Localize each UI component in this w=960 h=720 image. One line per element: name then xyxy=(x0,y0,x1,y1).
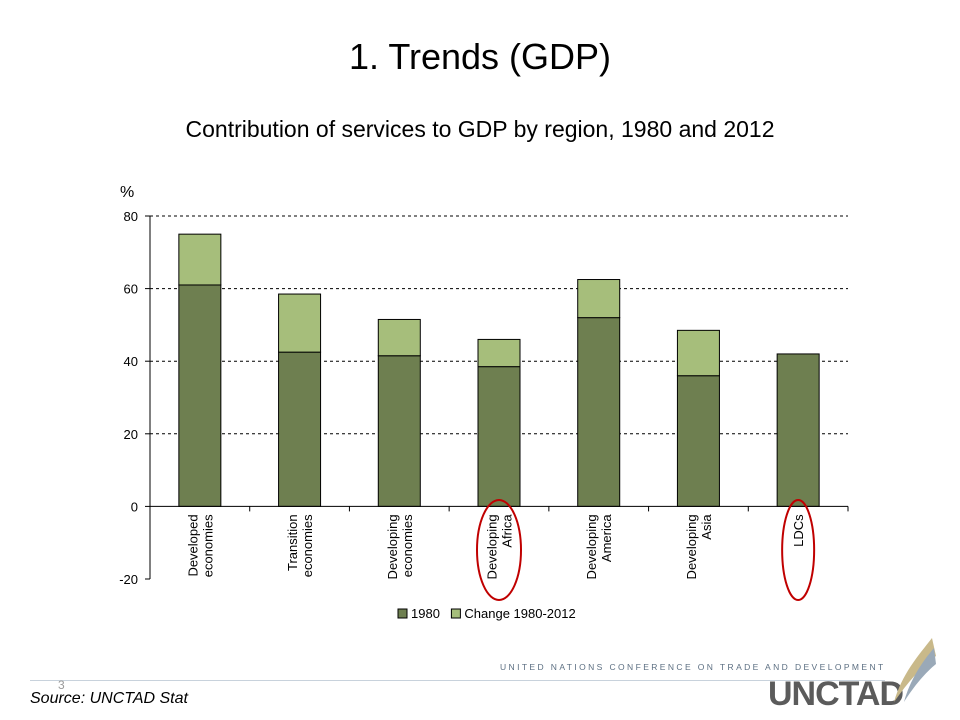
bar-base xyxy=(776,353,820,507)
y-tick-label: 60 xyxy=(124,282,138,297)
bar-change xyxy=(278,293,322,353)
bar-base xyxy=(577,317,621,507)
bar-base xyxy=(676,375,720,507)
chart-title: Contribution of services to GDP by regio… xyxy=(185,116,775,142)
legend: 1980 Change 1980-2012 xyxy=(397,606,576,621)
category-label: LDCs xyxy=(791,514,806,547)
category-label-line: Transition xyxy=(285,514,300,571)
y-tick-label: -20 xyxy=(119,572,138,587)
category-label: Developing America xyxy=(584,514,614,580)
footer-divider xyxy=(30,680,885,681)
legend-swatch xyxy=(397,608,408,619)
category-label-line: economies xyxy=(200,514,215,577)
annotations xyxy=(476,499,816,601)
y-axis-unit-label: % xyxy=(120,184,134,201)
highlight-circle xyxy=(476,499,522,601)
highlight-circle xyxy=(781,499,816,601)
category-label-line: Asia xyxy=(699,514,714,540)
category-label-line: Developing xyxy=(385,514,400,579)
category-label-line: America xyxy=(599,514,614,562)
category-labels: Developed economies Transition economies Dev… xyxy=(185,514,806,580)
bar-base xyxy=(178,284,222,507)
category-label-line: Developing xyxy=(485,514,500,579)
slide-number: 3 xyxy=(58,678,65,692)
bar-change xyxy=(377,318,421,357)
organization-name: UNITED NATIONS CONFERENCE ON TRADE AND D… xyxy=(500,662,886,672)
source-note: Source: UNCTAD Stat xyxy=(30,690,188,707)
y-tick-label: 40 xyxy=(124,354,138,369)
unctad-logo: UNCTAD xyxy=(768,675,904,713)
category-label: Transition economies xyxy=(285,514,315,577)
category-label: Developed economies xyxy=(185,514,215,577)
bar-base xyxy=(377,355,421,507)
category-label: Developing Asia xyxy=(684,514,714,580)
y-tick-label: 0 xyxy=(131,499,138,514)
bars xyxy=(178,233,820,507)
category-label-line: Developing xyxy=(584,514,599,579)
category-label-line: LDCs xyxy=(791,514,806,547)
legend-label: 1980 xyxy=(411,606,440,621)
category-label: Developing Africa xyxy=(485,514,515,580)
category-label-line: Developed xyxy=(185,514,200,576)
slide-title: 1. Trends (GDP) xyxy=(348,36,612,77)
bar-change xyxy=(676,329,720,377)
bar-change xyxy=(178,233,222,286)
bar-change xyxy=(477,338,521,368)
y-tick-label: 20 xyxy=(124,427,138,442)
category-label-line: economies xyxy=(400,514,415,577)
category-label: Developing economies xyxy=(385,514,415,580)
category-label-line: Developing xyxy=(684,514,699,579)
bar-base xyxy=(477,366,521,507)
category-label-line: economies xyxy=(300,514,315,577)
bar-base xyxy=(278,351,322,507)
logo-swoosh-icon xyxy=(894,638,936,702)
bar-change xyxy=(577,279,621,319)
category-label-line: Africa xyxy=(500,514,515,548)
axes: -20 0 20 40 60 80% xyxy=(119,184,849,587)
legend-label: Change 1980-2012 xyxy=(464,606,575,621)
y-tick-label: 80 xyxy=(124,209,138,224)
legend-swatch xyxy=(450,608,461,619)
